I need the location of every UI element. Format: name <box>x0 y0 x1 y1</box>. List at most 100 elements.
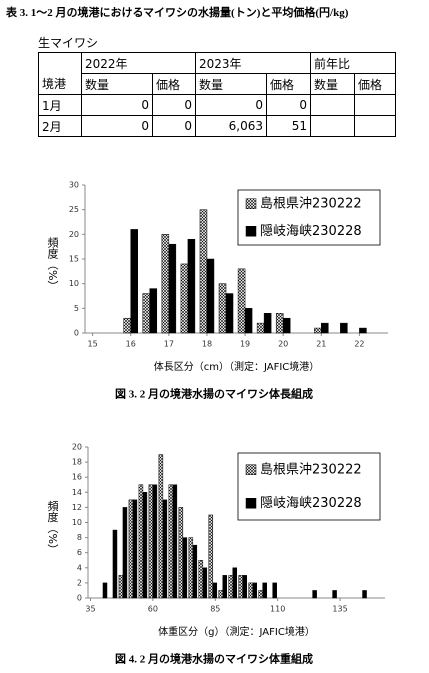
y-tick-label: 0 <box>77 594 82 603</box>
legend-box <box>237 189 381 246</box>
x-tick-label: 22 <box>354 340 364 349</box>
y-tick-label: 20 <box>72 443 82 452</box>
x-tick-label: 110 <box>270 605 285 614</box>
x-axis-label: 体重区分（g）（測定：JAFIC境港） <box>158 625 315 638</box>
bar <box>263 313 272 334</box>
bar <box>148 484 154 599</box>
x-tick-label: 16 <box>126 340 136 349</box>
bar <box>275 313 284 334</box>
legend-swatch <box>245 498 257 509</box>
bar <box>206 258 215 334</box>
bar <box>256 322 265 334</box>
x-tick-label: 60 <box>148 605 158 614</box>
bar <box>218 283 227 334</box>
y-tick-label: 25 <box>69 205 79 214</box>
bar <box>242 575 247 599</box>
bar <box>149 288 158 334</box>
bar <box>180 263 189 334</box>
bar <box>237 268 246 334</box>
x-tick-label: 17 <box>164 340 174 349</box>
y-tick-label: 14 <box>72 488 82 497</box>
bar <box>172 484 178 599</box>
bar <box>130 229 138 334</box>
column-header: 数量 <box>81 73 153 95</box>
bar <box>321 322 329 334</box>
bar <box>228 575 234 599</box>
x-tick-label: 19 <box>240 340 250 349</box>
bar <box>332 590 337 599</box>
bar <box>142 293 151 334</box>
x-tick-label: 18 <box>202 340 212 349</box>
x-tick-label: 85 <box>210 605 220 614</box>
y-tick-label: 18 <box>72 458 82 467</box>
bar <box>212 582 218 599</box>
cell <box>354 115 396 137</box>
bar <box>225 293 234 334</box>
bar <box>118 575 124 599</box>
y-axis-label: 頻度（%） <box>46 499 59 555</box>
bar <box>178 507 184 599</box>
legend-label: 隠岐海峡230228 <box>260 496 362 511</box>
x-tick-label: 135 <box>332 605 347 614</box>
bar <box>168 243 177 334</box>
table-title: 表 3. 1～2 月の境港におけるマイワシの水揚量(トン)と平均価格(円/kg) <box>6 7 349 19</box>
column-header: 数量 <box>310 73 355 95</box>
bar <box>232 567 238 599</box>
y-tick-label: 4 <box>77 563 82 572</box>
y-tick-label: 12 <box>72 503 82 512</box>
bar <box>252 582 257 599</box>
cell: 51 <box>266 115 311 137</box>
bar <box>102 582 108 599</box>
legend-label: 隠岐海峡230228 <box>260 224 362 239</box>
cell: 6,063 <box>195 115 267 137</box>
bar <box>138 484 144 599</box>
bar <box>262 582 267 599</box>
x-axis-label: 体長区分（cm）（測定：JAFIC境港） <box>154 360 320 373</box>
bar <box>188 537 194 599</box>
legend-swatch <box>245 464 257 475</box>
legend-label: 島根県沖230222 <box>260 462 362 477</box>
bar <box>198 560 204 599</box>
bar <box>218 590 224 599</box>
bar <box>282 317 291 334</box>
bar <box>208 514 214 599</box>
bar <box>187 239 196 334</box>
bar <box>168 484 174 599</box>
bar <box>123 317 131 334</box>
bar <box>359 327 367 334</box>
y-tick-label: 15 <box>69 255 79 264</box>
x-tick-label: 15 <box>88 340 98 349</box>
y-tick-label: 2 <box>77 578 82 587</box>
bar <box>199 209 208 334</box>
bar <box>128 499 134 599</box>
bar <box>312 590 317 599</box>
y-tick-label: 10 <box>69 279 79 288</box>
bar <box>132 499 138 599</box>
bar <box>222 575 228 599</box>
y-tick-label: 10 <box>72 518 82 527</box>
bar <box>142 492 148 599</box>
x-tick-label: 35 <box>85 605 95 614</box>
bar <box>162 499 168 599</box>
table-label: 生マイワシ <box>38 36 99 50</box>
bar <box>161 234 170 334</box>
caption: 図 4. 2 月の境港水揚のマイワシ体重組成 <box>115 652 313 666</box>
year-header: 2022年 <box>81 52 196 74</box>
x-tick-label: 20 <box>278 340 288 349</box>
y-tick-label: 20 <box>69 230 79 239</box>
bar <box>202 567 208 599</box>
bar <box>238 575 243 599</box>
bar <box>362 590 367 599</box>
bar <box>122 507 128 599</box>
month: 1月 <box>38 94 82 116</box>
y-tick-label: 30 <box>69 181 79 190</box>
bar <box>248 582 253 599</box>
bar <box>112 529 118 599</box>
x-tick-label: 21 <box>316 340 326 349</box>
legend-swatch <box>245 226 257 237</box>
bar <box>158 454 164 599</box>
bar <box>340 322 348 334</box>
y-tick-label: 16 <box>72 473 82 482</box>
column-header: 価格 <box>152 73 196 95</box>
